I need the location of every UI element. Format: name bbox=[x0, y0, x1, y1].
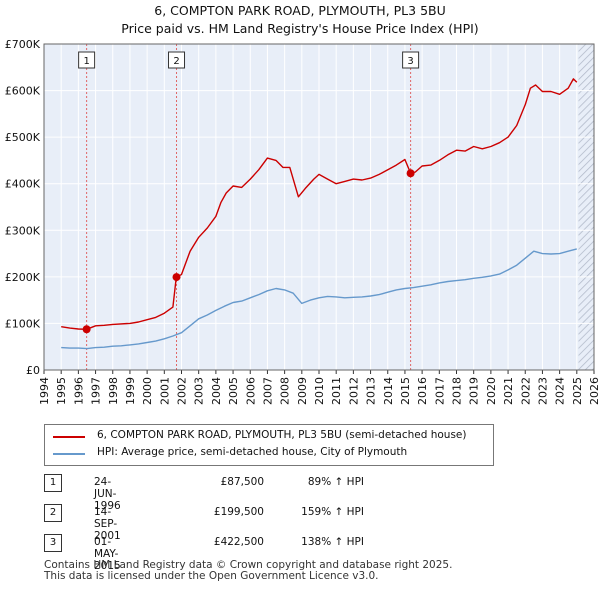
sale-number-badge: 2 bbox=[44, 504, 62, 522]
x-tick-label: 1997 bbox=[90, 377, 103, 405]
x-tick-label: 1994 bbox=[38, 377, 51, 405]
x-tick-label: 2025 bbox=[571, 377, 584, 405]
sale-point bbox=[82, 325, 91, 334]
plot-frame bbox=[43, 43, 595, 371]
y-tick-label: £500K bbox=[5, 131, 41, 144]
legend-label-hpi: HPI: Average price, semi-detached house,… bbox=[97, 446, 408, 458]
x-tick-label: 2016 bbox=[416, 377, 429, 405]
sale-date: 14-SEP-2001 bbox=[94, 506, 121, 542]
legend-label-property: 6, COMPTON PARK ROAD, PLYMOUTH, PL3 5BU … bbox=[97, 429, 467, 441]
x-tick-label: 2002 bbox=[176, 377, 189, 405]
legend-swatch-hpi bbox=[53, 453, 85, 455]
x-tick-label: 2024 bbox=[554, 377, 567, 405]
sale-hpi-change: 159% ↑ HPI bbox=[301, 506, 364, 518]
x-tick-label: 2012 bbox=[347, 377, 360, 405]
x-tick-label: 2004 bbox=[210, 377, 223, 405]
y-tick-label: £200K bbox=[5, 271, 41, 284]
x-tick-label: 2000 bbox=[141, 377, 154, 405]
footer-attribution: Contains HM Land Registry data © Crown c… bbox=[44, 560, 452, 582]
sale-marker-box bbox=[78, 51, 96, 69]
sale-marker-label: 2 bbox=[173, 56, 179, 67]
chart-title: 6, COMPTON PARK ROAD, PLYMOUTH, PL3 5BU bbox=[154, 3, 446, 18]
footer-line-licence: This data is licensed under the Open Gov… bbox=[44, 570, 379, 582]
sale-hpi-change: 138% ↑ HPI bbox=[301, 536, 364, 548]
hpi-line bbox=[61, 248, 577, 350]
sale-marker-box bbox=[402, 51, 420, 69]
x-tick-label: 2022 bbox=[519, 377, 532, 405]
property-price-line bbox=[61, 78, 578, 330]
x-tick-label: 2003 bbox=[193, 377, 206, 405]
footer-line-copyright: Contains HM Land Registry data © Crown c… bbox=[44, 559, 453, 571]
y-tick-label: £0 bbox=[26, 364, 40, 377]
x-tick-label: 2015 bbox=[399, 377, 412, 405]
x-tick-label: 1995 bbox=[55, 377, 68, 405]
sale-marker-label: 3 bbox=[407, 56, 413, 67]
x-tick-label: 2005 bbox=[227, 377, 240, 405]
price-chart: £0 £100K £200K £300K £400K £500K £600K £700K 199… bbox=[5, 38, 600, 405]
x-tick-label: 2023 bbox=[536, 377, 549, 405]
legend-swatch-property bbox=[53, 436, 85, 438]
x-tick-label: 2006 bbox=[244, 377, 257, 405]
legend: 6, COMPTON PARK ROAD, PLYMOUTH, PL3 5BU … bbox=[44, 424, 494, 466]
sale-date: 24-JUN-1996 bbox=[94, 476, 121, 512]
x-tick-label: 2011 bbox=[330, 377, 343, 405]
sale-price: £87,500 bbox=[220, 476, 264, 488]
sale-marker-box bbox=[168, 51, 186, 69]
sale-marker-label: 1 bbox=[83, 56, 89, 67]
x-tick-label: 2019 bbox=[468, 377, 481, 405]
x-tick-label: 2008 bbox=[279, 377, 292, 405]
x-tick-label: 1998 bbox=[107, 377, 120, 405]
sale-number-badge: 3 bbox=[44, 534, 62, 552]
x-tick-label: 2020 bbox=[485, 377, 498, 405]
x-tick-label: 1999 bbox=[124, 377, 137, 405]
sale-date: 01-MAY-2015 bbox=[94, 536, 121, 572]
x-tick-label: 2013 bbox=[365, 377, 378, 405]
x-tick-label: 2021 bbox=[502, 377, 515, 405]
sale-point bbox=[406, 169, 415, 178]
y-tick-label: £700K bbox=[5, 38, 41, 51]
y-tick-label: £400K bbox=[5, 178, 41, 191]
x-tick-label: 2014 bbox=[382, 377, 395, 405]
y-tick-label: £300K bbox=[5, 224, 41, 237]
sale-price: £199,500 bbox=[213, 506, 264, 518]
sale-hpi-change: 89% ↑ HPI bbox=[307, 476, 364, 488]
x-tick-label: 2010 bbox=[313, 377, 326, 405]
chart-subtitle: Price paid vs. HM Land Registry's House … bbox=[121, 21, 479, 36]
x-tick-label: 1996 bbox=[72, 377, 85, 405]
x-tick-label: 2026 bbox=[588, 377, 600, 405]
x-tick-label: 2007 bbox=[261, 377, 274, 405]
x-tick-label: 2017 bbox=[433, 377, 446, 405]
x-tick-label: 2001 bbox=[158, 377, 171, 405]
sale-price: £422,500 bbox=[213, 536, 264, 548]
forecast-hatch bbox=[578, 44, 594, 370]
x-tick-label: 2018 bbox=[451, 377, 464, 405]
y-tick-label: £100K bbox=[5, 317, 41, 330]
sale-number-badge: 1 bbox=[44, 474, 62, 492]
y-tick-label: £600K bbox=[5, 85, 41, 98]
x-tick-label: 2009 bbox=[296, 377, 309, 405]
sale-point bbox=[172, 273, 181, 282]
